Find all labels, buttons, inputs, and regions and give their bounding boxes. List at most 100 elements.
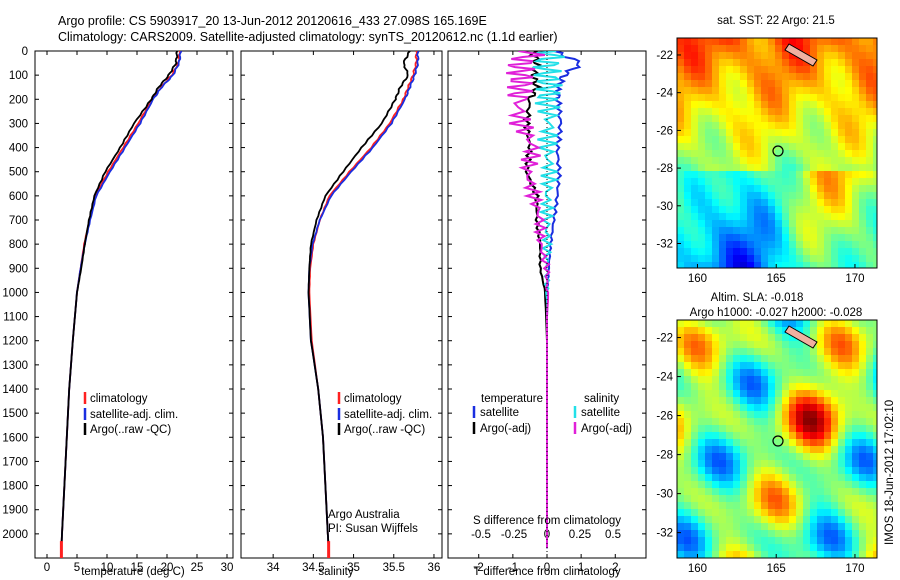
map-cell (789, 108, 797, 116)
map-cell (691, 474, 699, 482)
map-cell (796, 495, 804, 503)
map-cell (796, 234, 804, 242)
map-cell (789, 87, 797, 95)
map-cell (691, 418, 699, 426)
map-cell (817, 45, 825, 53)
map-cell (677, 108, 685, 116)
map-cell (866, 206, 874, 214)
map-cell (873, 234, 877, 242)
map-cell (775, 390, 783, 398)
map-cell (803, 150, 811, 158)
map-cell (768, 551, 776, 558)
map-cell (775, 537, 783, 545)
map-cell (691, 432, 699, 440)
map-cell (733, 38, 741, 46)
map-cell (831, 80, 839, 88)
map-cell (740, 136, 748, 144)
map-cell (838, 397, 846, 405)
map-cell (810, 220, 818, 228)
map-cell (691, 45, 699, 53)
map-cell (789, 185, 797, 193)
y-tick-label: 1200 (2, 336, 28, 348)
series-line-argo-raw-qc- (307, 51, 411, 549)
map-cell (719, 59, 727, 67)
map-cell (782, 481, 790, 489)
map-cell (719, 248, 727, 256)
map-cell (712, 362, 720, 370)
map-cell (761, 432, 769, 440)
map-cell (719, 537, 727, 545)
map-cell (859, 509, 867, 517)
map-cell (873, 411, 877, 419)
map-cell (838, 164, 846, 172)
map-cell (726, 178, 734, 186)
map-cell (845, 453, 853, 461)
map-cell (684, 418, 692, 426)
map-cell (761, 418, 769, 426)
map-cell (810, 52, 818, 60)
map-cell (803, 439, 811, 447)
map-cell (761, 122, 769, 130)
map-cell (782, 516, 790, 524)
map-cell (852, 227, 860, 235)
map-cell (859, 551, 867, 558)
map-cell (852, 213, 860, 221)
map-cell (866, 376, 874, 384)
map-cell (677, 460, 685, 468)
map-cell (789, 376, 797, 384)
map-cell (859, 481, 867, 489)
map-cell (775, 129, 783, 137)
map-cell (705, 59, 713, 67)
map-cell (761, 45, 769, 53)
map-cell (754, 262, 762, 268)
map-cell (873, 38, 877, 46)
map-cell (754, 38, 762, 46)
map-cell (761, 101, 769, 109)
map-cell (698, 241, 706, 249)
map-cell (859, 418, 867, 426)
map-cell (726, 453, 734, 461)
map-cell (859, 411, 867, 419)
map-cell (712, 248, 720, 256)
map-cell (831, 516, 839, 524)
map-cell (691, 488, 699, 496)
map-cell (831, 495, 839, 503)
map-cell (740, 185, 748, 193)
map-cell (684, 136, 692, 144)
map-cell (824, 171, 832, 179)
map-cell (775, 425, 783, 433)
map-cell (838, 255, 846, 263)
map-cell (775, 404, 783, 412)
map-cell (831, 192, 839, 200)
map-cell (698, 213, 706, 221)
map-cell (705, 516, 713, 524)
map-cell (817, 418, 825, 426)
y-tick-label: 1900 (2, 505, 28, 517)
map-cell (740, 241, 748, 249)
map-cell (866, 45, 874, 53)
map-cell (873, 537, 877, 545)
map-cell (866, 411, 874, 419)
map-cell (691, 516, 699, 524)
map-cell (726, 432, 734, 440)
map-cell (838, 157, 846, 165)
map-cell (761, 255, 769, 263)
map-cell (782, 143, 790, 151)
map-cell (740, 94, 748, 102)
map-cell (768, 502, 776, 510)
map-cell (824, 537, 832, 545)
map-cell (761, 52, 769, 60)
map-cell (733, 66, 741, 74)
map-cell (733, 481, 741, 489)
map-cell (712, 171, 720, 179)
map-cell (782, 59, 790, 67)
map-cell (831, 262, 839, 268)
map-cell (873, 262, 877, 268)
map-cell (719, 171, 727, 179)
map-cell (845, 171, 853, 179)
map-cell (705, 45, 713, 53)
map-cell (803, 178, 811, 186)
map-cell (803, 327, 811, 335)
map-cell (803, 38, 811, 46)
map-cell (859, 404, 867, 412)
